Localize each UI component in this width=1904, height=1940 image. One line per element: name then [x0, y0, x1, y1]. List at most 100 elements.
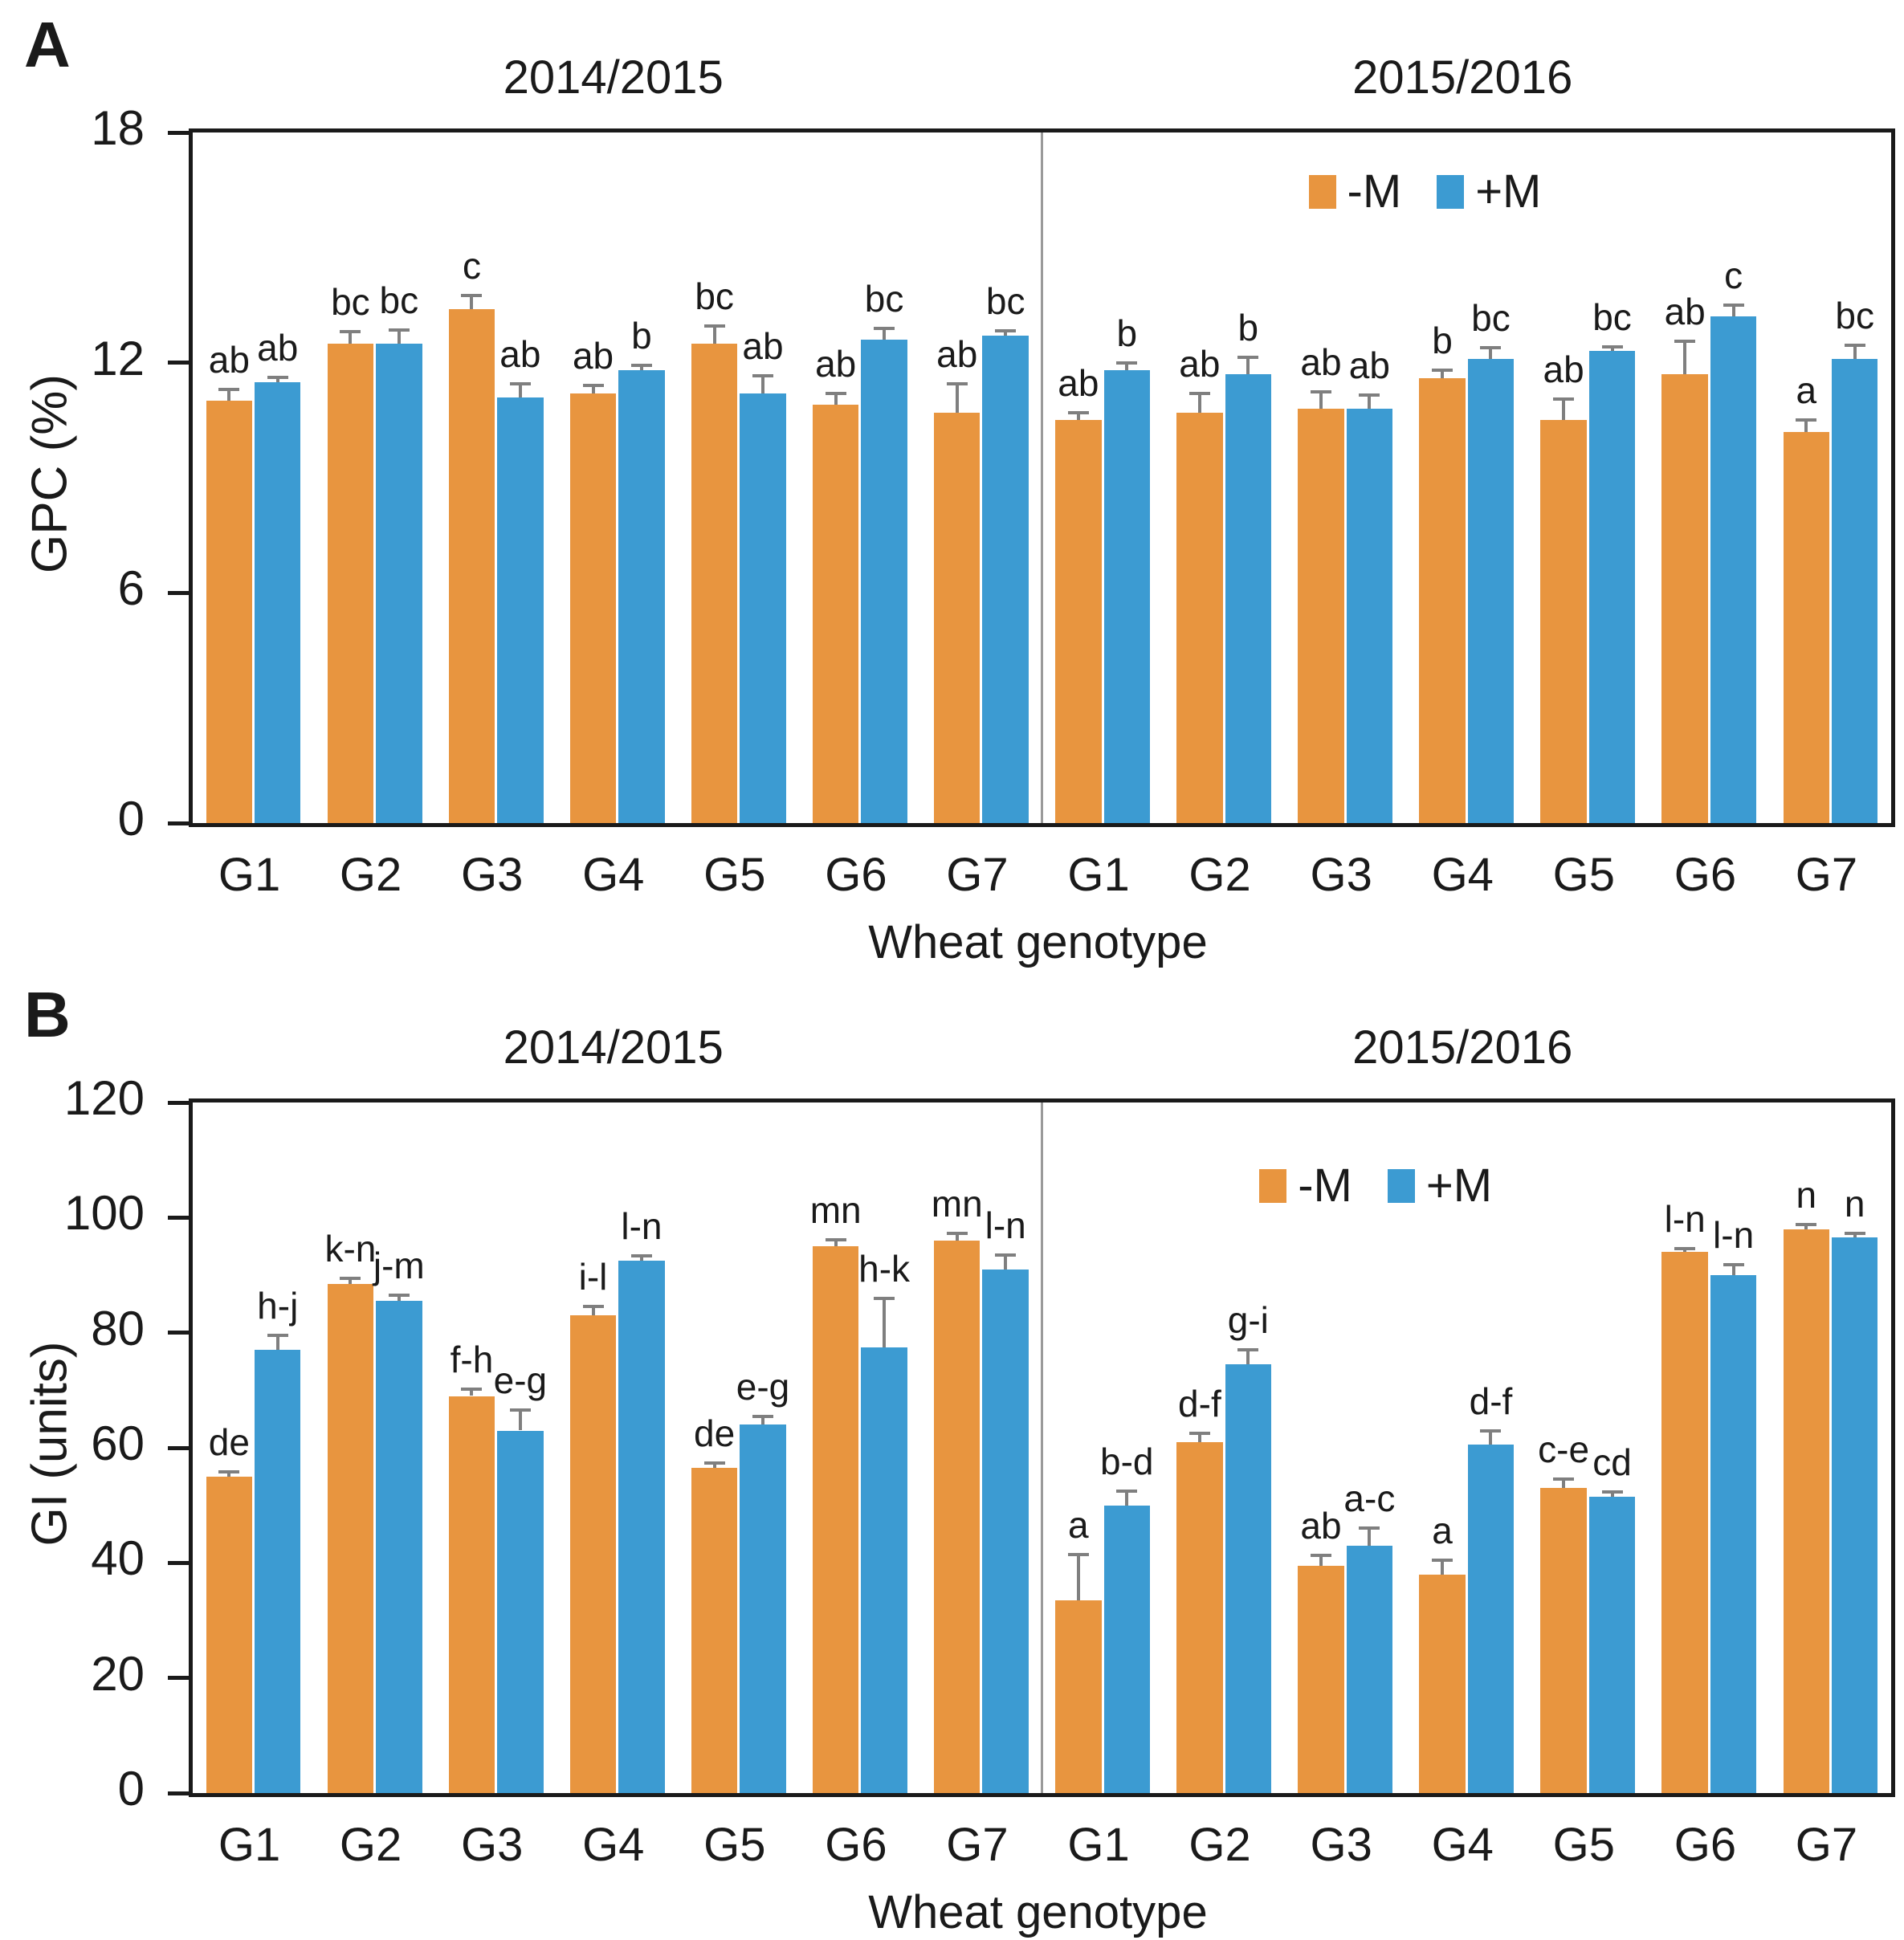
y-tick-mark	[168, 590, 189, 595]
bar-plus-m	[1831, 358, 1878, 823]
error-bar-cap	[1553, 1477, 1575, 1481]
bar-plus-m	[1467, 358, 1515, 823]
bar-plus-m	[740, 1424, 786, 1793]
error-bar-line	[955, 1233, 959, 1241]
error-bar-cap	[1601, 1490, 1623, 1494]
significance-letter: e-g	[493, 1359, 548, 1402]
error-bar-cap	[946, 381, 968, 385]
bar-minus-m	[1176, 1441, 1223, 1793]
bar-plus-m	[1103, 1505, 1150, 1793]
bar-minus-m	[1055, 420, 1102, 823]
significance-letter: g-i	[1227, 1299, 1269, 1342]
bar-plus-m	[1225, 374, 1271, 823]
legend-item: +M	[1437, 169, 1541, 215]
error-bar-line	[227, 1472, 231, 1477]
y-tick-label: 120	[63, 1071, 145, 1125]
error-bar-line	[1368, 1528, 1372, 1546]
error-bar-cap	[1480, 345, 1502, 349]
error-bar-cap	[1674, 1247, 1696, 1251]
bar-plus-m	[1588, 1496, 1636, 1793]
bar-minus-m	[691, 1468, 738, 1793]
error-bar-line	[1562, 1479, 1566, 1489]
error-bar-line	[1368, 395, 1372, 409]
y-tick-mark	[168, 361, 189, 365]
error-bar-line	[1610, 1492, 1614, 1497]
legend-label: -M	[1347, 165, 1402, 218]
panel-a-plot-area: ab ab bc bc c ab ab b bc ab ab bc ab bc ab b ab b ab ab b bc a…	[168, 128, 1895, 827]
error-bar-cap	[267, 1334, 288, 1338]
error-bar-line	[1489, 347, 1493, 359]
error-bar-line	[1125, 1490, 1129, 1506]
category-label: G7	[1795, 849, 1858, 901]
bar-plus-m	[1346, 409, 1393, 823]
category-label: G7	[946, 1819, 1009, 1871]
bar-minus-m	[1419, 1574, 1466, 1793]
significance-letter: de	[694, 1412, 736, 1455]
error-bar-cap	[1432, 1558, 1453, 1562]
legend-swatch-plus-m	[1437, 175, 1465, 209]
panel-a-label: A	[24, 9, 71, 80]
error-bar-line	[712, 326, 716, 344]
significance-letter: c	[462, 245, 481, 287]
error-bar-line	[518, 383, 522, 397]
error-bar-cap	[874, 326, 895, 330]
category-label: G5	[1552, 849, 1615, 901]
significance-letter: c-e	[1538, 1429, 1590, 1471]
error-bar-cap	[582, 384, 604, 388]
bar-minus-m	[1298, 1565, 1344, 1793]
category-label: G2	[339, 1819, 402, 1871]
bar-minus-m	[206, 401, 253, 823]
significance-letter: n	[1796, 1173, 1817, 1216]
error-bar-line	[761, 376, 765, 393]
bar-plus-m	[618, 1261, 665, 1793]
significance-letter: a	[1796, 369, 1817, 412]
legend-item: +M	[1387, 1163, 1492, 1209]
significance-letter: h-k	[858, 1247, 911, 1290]
error-bar-cap	[461, 294, 483, 298]
significance-letter: bc	[1471, 296, 1511, 339]
error-bar-cap	[1796, 1222, 1817, 1226]
bar-minus-m	[1055, 1600, 1102, 1793]
bar-plus-m	[1467, 1445, 1515, 1793]
error-bar-line	[639, 1256, 643, 1261]
bar-plus-m	[255, 1350, 301, 1793]
error-bar-line	[1610, 346, 1614, 352]
category-label: G3	[460, 1819, 524, 1871]
significance-letter: n	[1844, 1182, 1865, 1225]
y-tick-mark	[168, 130, 189, 135]
error-bar-line	[955, 383, 959, 413]
category-label: G6	[825, 849, 887, 901]
error-bar-cap	[218, 388, 240, 392]
y-tick-mark	[168, 1791, 189, 1795]
error-bar-cap	[1359, 1526, 1380, 1530]
error-bar-line	[1683, 341, 1687, 374]
error-bar-line	[1246, 357, 1250, 374]
bar-plus-m	[376, 1301, 422, 1793]
error-bar-cap	[1237, 355, 1259, 359]
panel-a-x-axis-title: Wheat genotype	[868, 916, 1208, 968]
y-tick-label: 18	[91, 101, 145, 155]
error-bar-line	[1246, 1350, 1250, 1365]
error-bar-line	[1489, 1430, 1493, 1445]
bar-minus-m	[934, 412, 981, 823]
significance-letter: a	[1432, 1509, 1453, 1551]
category-label: G2	[339, 849, 402, 901]
significance-letter: bc	[1592, 295, 1632, 338]
bar-plus-m	[497, 397, 544, 823]
category-label: G1	[218, 1819, 281, 1871]
error-bar-cap	[1237, 1348, 1259, 1352]
category-label: G4	[1431, 849, 1494, 901]
significance-letter: b	[1237, 306, 1259, 348]
error-bar-cap	[509, 381, 531, 385]
error-bar-cap	[1844, 344, 1865, 348]
error-bar-cap	[752, 374, 774, 378]
significance-letter: l-n	[1664, 1198, 1706, 1241]
bar-minus-m	[327, 343, 374, 823]
bar-minus-m	[569, 1315, 617, 1793]
error-bar-cap	[1480, 1429, 1502, 1433]
significance-letter: ab	[1664, 291, 1706, 333]
significance-letter: ab	[208, 339, 250, 381]
bar-minus-m	[448, 308, 495, 823]
error-bar-cap	[630, 364, 652, 368]
season-divider	[1041, 1102, 1043, 1793]
